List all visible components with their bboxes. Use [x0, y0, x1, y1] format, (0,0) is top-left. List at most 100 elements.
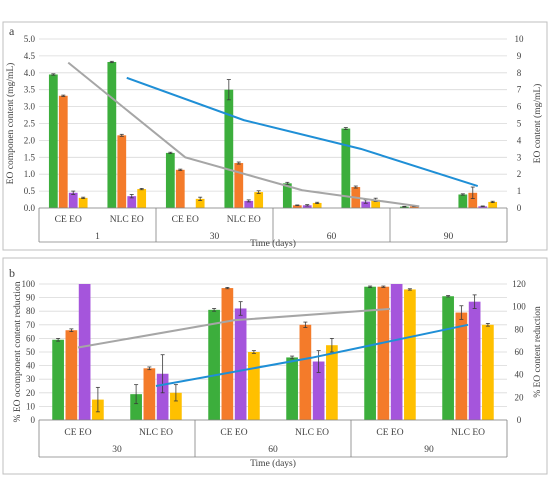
y2-tick-label: 20: [515, 392, 525, 402]
y2-tick-label: 3: [517, 152, 522, 162]
y-tick-label: 1.5: [24, 152, 36, 162]
bar: [468, 301, 481, 420]
y2-axis-title: EO content (mg/mL): [532, 84, 543, 164]
category-label: NLC EO: [139, 428, 173, 438]
y-tick-label: 0.5: [24, 186, 36, 196]
category-label: NLC EO: [451, 428, 485, 438]
bar: [442, 296, 454, 420]
bar: [404, 289, 416, 420]
bar: [208, 309, 220, 420]
bar: [78, 284, 91, 420]
bar: [371, 199, 381, 208]
y-tick-label: 20: [26, 388, 36, 398]
y-tick-label: 90: [26, 293, 36, 303]
y-tick-label: 0: [31, 415, 36, 425]
y2-tick-label: 2: [517, 169, 522, 179]
category-label: NLC EO: [110, 215, 144, 225]
bar: [341, 128, 351, 208]
bar: [58, 95, 68, 208]
bar: [170, 392, 182, 420]
bar: [361, 201, 371, 208]
y2-tick-label: 1: [517, 186, 522, 196]
time-group-label: 90: [444, 232, 454, 242]
y-tick-label: 10: [26, 401, 36, 411]
bar: [107, 61, 117, 208]
bar: [409, 206, 419, 208]
y2-tick-label: 80: [515, 324, 525, 334]
bar: [195, 198, 205, 208]
category-label: CE EO: [55, 215, 82, 225]
bar: [221, 288, 234, 420]
y-tick-label: 3.5: [24, 85, 36, 95]
time-group-label: 30: [112, 445, 122, 455]
bar: [478, 206, 488, 208]
bar: [312, 202, 322, 208]
bar: [130, 394, 142, 420]
category-label: CE EO: [220, 428, 247, 438]
bar: [52, 339, 64, 420]
y-tick-label: 5.0: [24, 34, 36, 44]
trend-line: [67, 61, 420, 208]
y2-tick-label: 5: [517, 119, 522, 129]
y-tick-label: 2.0: [24, 135, 36, 145]
y-tick-label: 70: [26, 320, 36, 330]
bar: [468, 192, 478, 208]
panel-frame-a: [2, 21, 548, 251]
time-group-label: 30: [210, 232, 220, 242]
y-tick-label: 30: [26, 374, 36, 384]
bar: [127, 196, 137, 208]
category-label: CE EO: [172, 215, 199, 225]
bar: [254, 192, 264, 208]
bar: [165, 152, 175, 208]
y2-tick-label: 9: [517, 51, 522, 61]
panel-letter: b: [9, 266, 15, 280]
y-tick-label: 0.0: [24, 203, 36, 213]
bar: [68, 192, 78, 208]
y2-tick-label: 0: [517, 203, 522, 213]
bar: [458, 194, 468, 208]
y-tick-label: 1.0: [24, 169, 36, 179]
x-axis-title: Time (days): [250, 458, 296, 469]
y-axis-title: % EO ocomponent content reduction: [13, 281, 23, 422]
y-tick-label: 2.5: [24, 119, 36, 129]
bar: [482, 324, 494, 420]
bar: [78, 197, 88, 208]
y2-tick-label: 40: [515, 370, 525, 380]
y2-tick-label: 10: [515, 34, 525, 44]
x-axis-title: Time (days): [250, 238, 296, 249]
category-label: CE EO: [376, 428, 403, 438]
y2-tick-label: 4: [517, 135, 522, 145]
y-tick-label: 40: [26, 361, 36, 371]
bar: [292, 205, 302, 208]
panel-frame-b: [2, 257, 548, 475]
y2-axis-title: % EO content reduction: [533, 306, 543, 398]
time-group-label: 1: [95, 232, 100, 242]
bar: [377, 286, 390, 420]
bar: [282, 183, 292, 208]
bar: [488, 201, 498, 208]
category-label: NLC EO: [227, 215, 261, 225]
panel-letter: a: [9, 24, 15, 38]
bar: [302, 205, 312, 208]
bar: [234, 308, 247, 420]
bar: [224, 89, 234, 208]
bar: [117, 135, 127, 208]
y2-tick-label: 6: [517, 102, 522, 112]
bar: [286, 357, 298, 420]
bar: [364, 286, 376, 420]
y2-tick-label: 8: [517, 68, 522, 78]
time-group-label: 60: [327, 232, 337, 242]
category-label: CE EO: [64, 428, 91, 438]
time-group-label: 90: [424, 445, 434, 455]
bar: [326, 345, 338, 420]
y-tick-label: 3.0: [24, 102, 36, 112]
bar: [175, 169, 185, 208]
y-tick-label: 4.0: [24, 68, 36, 78]
trend-line: [77, 307, 391, 349]
trend-line: [155, 323, 469, 387]
time-group-label: 60: [268, 445, 278, 455]
y-axis-title: EO componen content (mg/mL): [5, 63, 16, 185]
bar: [156, 373, 169, 420]
